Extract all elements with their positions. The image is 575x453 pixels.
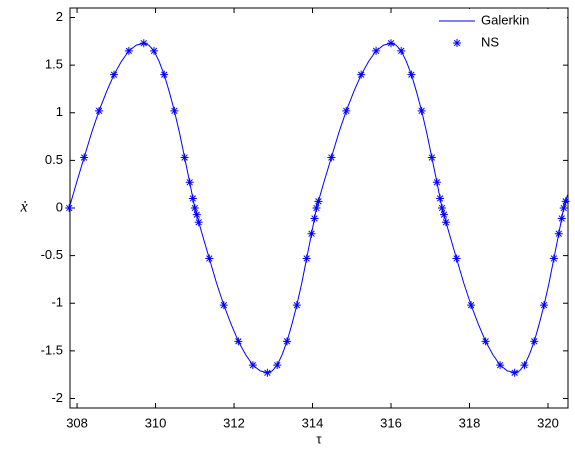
marker: [170, 106, 179, 115]
marker: [190, 204, 199, 212]
y-tick-label: 1.5: [45, 57, 63, 72]
marker: [124, 46, 133, 55]
x-tick-label: 318: [459, 415, 481, 430]
marker: [314, 197, 323, 206]
marker: [439, 210, 448, 219]
marker: [192, 210, 201, 219]
marker: [283, 337, 292, 346]
y-tick-label: 0: [56, 199, 63, 214]
marker: [80, 153, 89, 162]
marker: [302, 254, 311, 263]
y-tick-label: -1: [51, 295, 63, 310]
y-tick-label: 1: [56, 104, 63, 119]
legend-box: [431, 9, 567, 61]
y-tick-label: 2: [56, 9, 63, 24]
legend-label: Galerkin: [481, 12, 529, 27]
marker: [310, 214, 319, 223]
marker: [342, 106, 351, 115]
x-axis-label: τ: [316, 431, 322, 446]
marker: [65, 204, 74, 212]
marker: [219, 301, 228, 310]
marker: [559, 204, 568, 212]
marker: [481, 337, 490, 346]
marker: [438, 204, 447, 212]
marker: [372, 46, 381, 55]
marker: [234, 337, 243, 346]
marker: [452, 254, 461, 263]
marker: [407, 70, 416, 79]
marker: [520, 361, 529, 370]
legend-label: NS: [481, 34, 499, 49]
x-tick-label: 308: [66, 415, 88, 430]
marker: [194, 218, 203, 227]
marker: [427, 153, 436, 162]
marker: [436, 194, 445, 203]
y-tick-label: -2: [51, 390, 63, 405]
marker: [292, 301, 301, 310]
marker: [327, 153, 336, 162]
x-tick-label: 312: [223, 415, 245, 430]
marker: [205, 254, 214, 263]
marker: [149, 46, 158, 55]
marker: [530, 337, 539, 346]
x-tick-label: 316: [380, 415, 402, 430]
legend-swatch: [453, 39, 461, 47]
marker: [273, 361, 282, 370]
marker: [387, 39, 396, 48]
marker: [357, 70, 366, 79]
marker: [248, 361, 257, 370]
marker: [510, 368, 519, 377]
marker: [561, 197, 570, 206]
marker: [307, 229, 316, 238]
marker: [139, 39, 148, 48]
marker: [441, 218, 450, 227]
marker: [554, 229, 563, 238]
marker: [557, 214, 566, 223]
y-tick-label: -1.5: [41, 342, 63, 357]
x-tick-label: 320: [537, 415, 559, 430]
marker: [467, 301, 476, 310]
series-line: [68, 42, 569, 374]
x-tick-label: 314: [302, 415, 324, 430]
marker: [417, 106, 426, 115]
y-tick-label: 0.5: [45, 152, 63, 167]
marker: [540, 301, 549, 310]
marker: [496, 361, 505, 370]
y-tick-label: -0.5: [41, 247, 63, 262]
marker: [263, 368, 272, 377]
marker: [109, 70, 118, 79]
marker: [549, 254, 558, 263]
marker: [188, 194, 197, 203]
marker: [185, 178, 194, 187]
marker: [432, 178, 441, 187]
marker: [312, 204, 321, 212]
x-tick-label: 310: [145, 415, 167, 430]
marker: [160, 70, 169, 79]
marker: [180, 153, 189, 162]
marker: [95, 106, 104, 115]
marker: [397, 46, 406, 55]
y-axis-label: ẋ: [19, 199, 28, 216]
